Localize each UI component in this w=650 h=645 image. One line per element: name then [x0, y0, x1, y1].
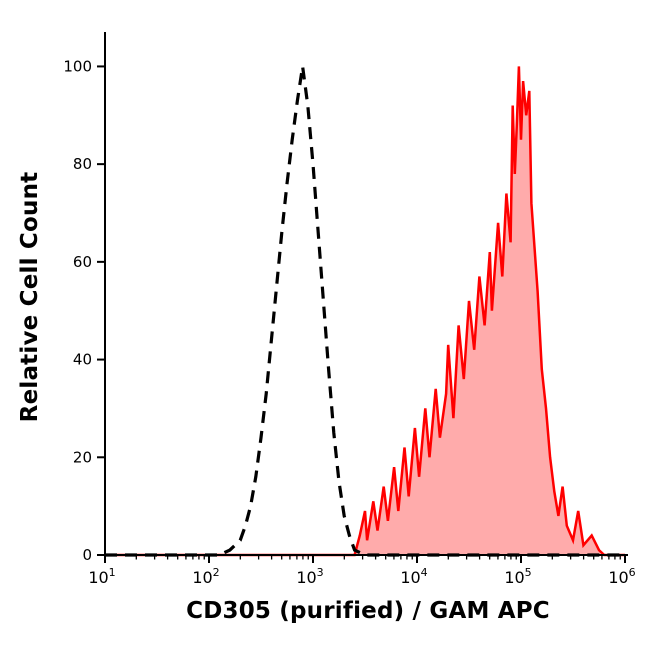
x-axis-title: CD305 (purified) / GAM APC [186, 598, 550, 624]
y-tick-label: 100 [63, 57, 92, 75]
y-axis-title: Relative Cell Count [17, 171, 43, 423]
x-tick-label: 106 [608, 566, 635, 587]
y-tick-label: 0 [82, 546, 92, 564]
x-tick-label: 101 [88, 566, 115, 587]
stained-histogram-fill [105, 66, 625, 556]
y-tick-label: 60 [73, 253, 92, 271]
y-tick-label: 20 [73, 448, 92, 466]
series-group [105, 66, 625, 557]
y-tick-label: 80 [73, 155, 92, 173]
y-tick-label: 40 [73, 351, 92, 369]
control-histogram-dashed-line [105, 66, 625, 557]
stained-histogram-line [105, 66, 625, 557]
x-tick-label: 104 [400, 566, 427, 587]
x-tick-label: 102 [192, 566, 219, 587]
x-tick-label: 103 [296, 566, 323, 587]
x-tick-label: 105 [504, 566, 531, 587]
